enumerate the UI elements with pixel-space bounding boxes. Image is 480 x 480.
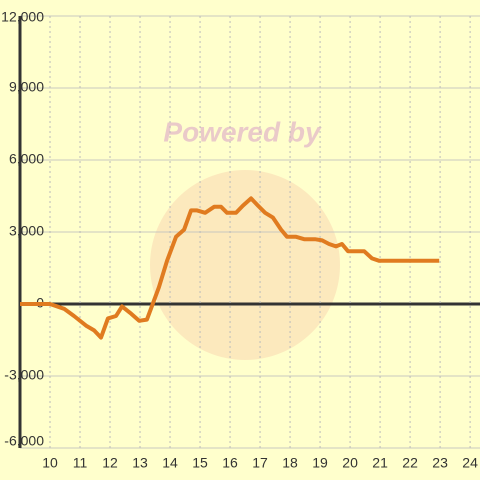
- watermark-figure: [150, 170, 340, 360]
- x-tick-label: 16: [222, 455, 238, 471]
- y-tick-label: 3,000: [9, 223, 44, 239]
- series-line: [20, 196, 440, 340]
- x-tick-label: 12: [102, 455, 118, 471]
- x-tick-label: 18: [282, 455, 298, 471]
- x-tick-label: 10: [42, 455, 58, 471]
- x-tick-label: 17: [252, 455, 268, 471]
- y-tick-label: 9,000: [9, 79, 44, 95]
- watermark: Powered by: [163, 116, 322, 147]
- y-tick-label: -3,000: [4, 367, 44, 383]
- x-tick-label: 19: [312, 455, 328, 471]
- x-tick-label: 13: [132, 455, 148, 471]
- x-tick-label: 22: [402, 455, 418, 471]
- x-tick-label: 11: [73, 455, 88, 471]
- x-tick-label: 21: [372, 455, 388, 471]
- x-tick-label: 14: [162, 455, 178, 471]
- x-tick-label: 15: [192, 455, 208, 471]
- x-tick-label: 24: [462, 455, 478, 471]
- x-tick-label: 23: [432, 455, 448, 471]
- y-tick-label: 12,000: [1, 9, 44, 25]
- x-tick-label: 20: [342, 455, 358, 471]
- y-tick-label: -6,000: [4, 433, 44, 449]
- y-tick-label: 6,000: [9, 151, 44, 167]
